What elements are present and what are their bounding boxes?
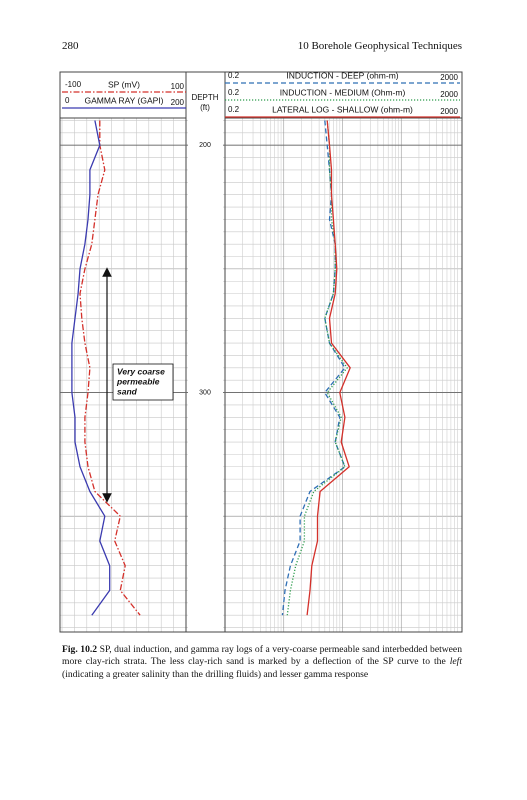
legend-label: SP (mV) (108, 79, 140, 89)
depth-label: DEPTH (191, 93, 218, 102)
caption-text: left (449, 656, 462, 668)
scale-min: 0 (65, 96, 70, 105)
scale-min: 0.2 (228, 71, 240, 80)
depth-label: (ft) (200, 103, 210, 112)
scale-max: 200 (171, 98, 185, 107)
legend-label: GAMMA RAY (GAPI) (84, 95, 163, 105)
caption: Fig. 10.2 SP, dual induction, and gamma … (62, 644, 462, 681)
scale-max: 2000 (440, 90, 458, 99)
scale-max: 100 (171, 82, 185, 91)
caption-text: SP, dual induction, and gamma ray logs o… (62, 644, 462, 668)
annotation-box (112, 363, 174, 401)
annotation: permeable (116, 376, 160, 386)
figure-frame (59, 71, 463, 633)
running-title: 10 Borehole Geophysical Techniques (297, 40, 462, 52)
y-tick-label: 200 (199, 142, 211, 149)
annotation: sand (117, 386, 138, 396)
scale-min: -100 (65, 80, 82, 89)
scale-min: 0.2 (228, 105, 240, 114)
caption-label: Fig. 10.2 (62, 644, 98, 655)
legend-label: INDUCTION - MEDIUM (Ohm-m) (280, 87, 406, 97)
legend-label: LATERAL LOG - SHALLOW (ohm-m) (272, 104, 413, 114)
log-curve (79, 120, 141, 616)
log-curve (306, 120, 351, 616)
scale-max: 2000 (440, 73, 458, 82)
scale-max: 2000 (440, 107, 458, 116)
y-tick-label: 300 (199, 389, 211, 396)
page-number: 280 (62, 40, 79, 52)
log-curve (71, 120, 111, 616)
annotation: Very coarse (117, 366, 165, 376)
log-curve (281, 120, 346, 616)
caption-text: (indicating a greater salinity than the … (62, 668, 369, 680)
figure: DEPTH (ft) 200 300 -100 SP (mV) 100 0 GAMMA RA… (59, 70, 463, 633)
scale-min: 0.2 (228, 88, 240, 97)
legend-label: INDUCTION - DEEP (ohm-m) (286, 70, 398, 80)
log-curve (286, 120, 348, 616)
